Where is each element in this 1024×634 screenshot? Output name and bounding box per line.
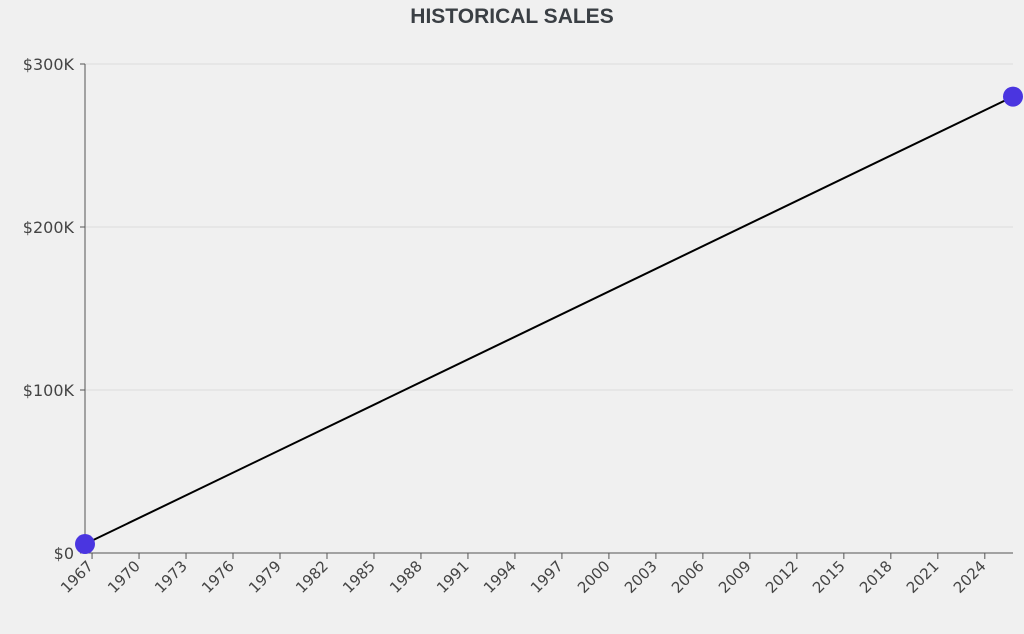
x-tick-label: 1988 (386, 557, 426, 597)
x-tick-label: 1979 (245, 557, 285, 597)
y-tick-label: $100K (23, 381, 75, 400)
y-tick-label: $200K (23, 218, 75, 237)
x-tick-label: 2024 (950, 557, 990, 597)
series-line (84, 95, 1014, 545)
x-tick-label: 2021 (903, 557, 943, 597)
x-tick-label: 2000 (574, 557, 614, 597)
y-tick-label: $300K (23, 55, 75, 74)
x-tick-label: 1973 (151, 557, 191, 597)
x-tick-label: 2003 (621, 557, 661, 597)
x-tick-label: 2009 (715, 557, 755, 597)
x-tick-label: 2012 (762, 557, 802, 597)
x-tick-label: 2015 (809, 557, 849, 597)
x-tick-label: 1997 (527, 557, 567, 597)
data-point (1003, 86, 1023, 107)
x-tick-label: 1991 (433, 557, 473, 597)
x-tick-label: 1970 (104, 557, 144, 597)
data-point (75, 534, 95, 555)
x-tick-label: 1985 (339, 557, 379, 597)
x-tick-label: 2006 (668, 557, 708, 597)
x-tick-label: 1976 (198, 557, 238, 597)
x-tick-label: 1967 (57, 557, 97, 597)
chart-title: HISTORICAL SALES (410, 5, 614, 28)
x-tick-label: 1994 (480, 557, 520, 597)
y-tick-label: $0 (54, 544, 74, 563)
x-tick-label: 1982 (292, 557, 332, 597)
x-tick-label: 2018 (856, 557, 896, 597)
